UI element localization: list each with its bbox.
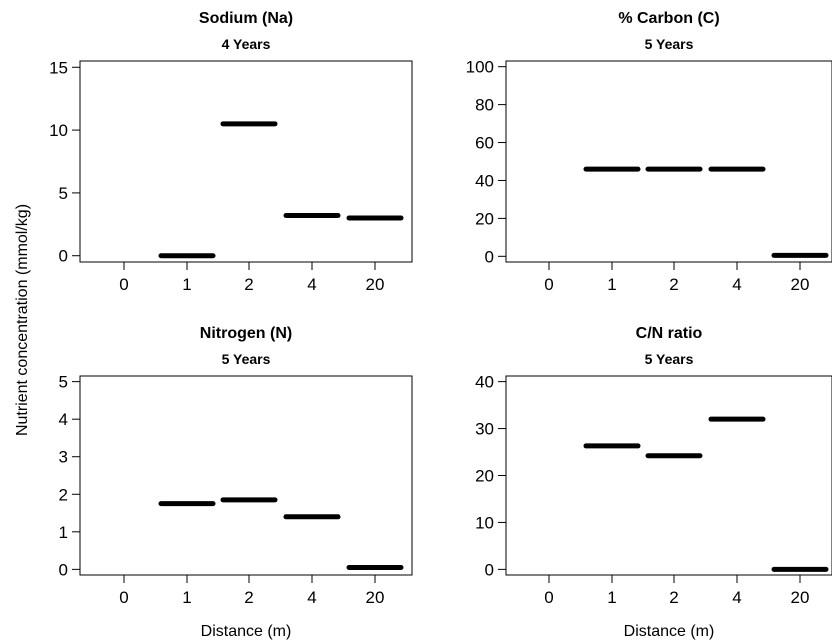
y-tick-label: 1 xyxy=(59,523,68,542)
x-tick-label: 20 xyxy=(791,275,810,294)
y-tick-label: 60 xyxy=(475,134,494,153)
y-tick-label: 0 xyxy=(485,247,494,266)
y-tick-label: 0 xyxy=(59,560,68,579)
y-tick-label: 80 xyxy=(475,96,494,115)
x-tick-label: 4 xyxy=(732,275,741,294)
chart-title: Sodium (Na) xyxy=(199,10,293,27)
chart-panel-4: C/N ratio 5 Years 0 10 20 30 40 0 1 2 4 20 Distance … xyxy=(475,325,832,640)
y-tick-label: 3 xyxy=(59,448,68,467)
chart-panel-1: Sodium (Na) 4 Years 0 5 10 15 0 1 2 4 20 xyxy=(49,10,413,294)
x-tick-label: 1 xyxy=(182,588,191,607)
y-tick-label: 0 xyxy=(485,560,494,579)
x-tick-label: 1 xyxy=(607,275,616,294)
plot-frame xyxy=(505,60,832,263)
chart-title: % Carbon (C) xyxy=(618,10,719,27)
chart-title: C/N ratio xyxy=(636,325,703,342)
y-tick-label: 20 xyxy=(475,209,494,228)
x-tick-label: 4 xyxy=(307,275,316,294)
plot-frame xyxy=(505,375,832,576)
x-tick-label: 20 xyxy=(366,588,385,607)
x-tick-label: 2 xyxy=(669,588,678,607)
x-tick-label: 0 xyxy=(119,275,128,294)
x-axis-label: Distance (m) xyxy=(201,623,292,640)
y-tick-label: 10 xyxy=(475,513,494,532)
x-tick-label: 0 xyxy=(544,275,553,294)
x-tick-label: 2 xyxy=(669,275,678,294)
x-axis-label: Distance (m) xyxy=(624,623,715,640)
x-tick-label: 1 xyxy=(607,588,616,607)
x-tick-label: 20 xyxy=(366,275,385,294)
x-tick-label: 0 xyxy=(119,588,128,607)
x-tick-label: 2 xyxy=(244,588,253,607)
y-tick-label: 5 xyxy=(59,373,68,392)
x-tick-label: 20 xyxy=(791,588,810,607)
y-tick-label: 10 xyxy=(49,121,68,140)
chart-subtitle: 4 Years xyxy=(222,36,271,52)
y-tick-label: 2 xyxy=(59,485,68,504)
y-tick-label: 0 xyxy=(59,247,68,266)
x-tick-label: 1 xyxy=(182,275,191,294)
chart-panel-3: Nitrogen (N) 5 Years 0 1 2 3 4 5 0 1 2 4 20 Distance … xyxy=(59,325,413,640)
y-tick-label: 5 xyxy=(59,184,68,203)
y-axis-label: Nutrient concentration (mmol/kg) xyxy=(14,204,31,436)
chart-subtitle: 5 Years xyxy=(645,351,694,367)
plot-frame xyxy=(79,375,413,576)
chart-subtitle: 5 Years xyxy=(222,351,271,367)
chart-subtitle: 5 Years xyxy=(645,36,694,52)
x-tick-label: 0 xyxy=(544,588,553,607)
y-tick-label: 20 xyxy=(475,467,494,486)
y-tick-label: 4 xyxy=(59,410,68,429)
chart-panel-2: % Carbon (C) 5 Years 0 20 40 60 80 100 0 1 2 4 20 xyxy=(466,10,832,294)
y-tick-label: 40 xyxy=(475,171,494,190)
x-tick-label: 4 xyxy=(732,588,741,607)
y-tick-label: 40 xyxy=(475,373,494,392)
chart-title: Nitrogen (N) xyxy=(200,325,292,342)
y-tick-label: 15 xyxy=(49,58,68,77)
y-tick-label: 100 xyxy=(466,58,494,77)
x-tick-label: 2 xyxy=(244,275,253,294)
y-tick-label: 30 xyxy=(475,420,494,439)
x-tick-label: 4 xyxy=(307,588,316,607)
plot-frame xyxy=(79,60,413,263)
